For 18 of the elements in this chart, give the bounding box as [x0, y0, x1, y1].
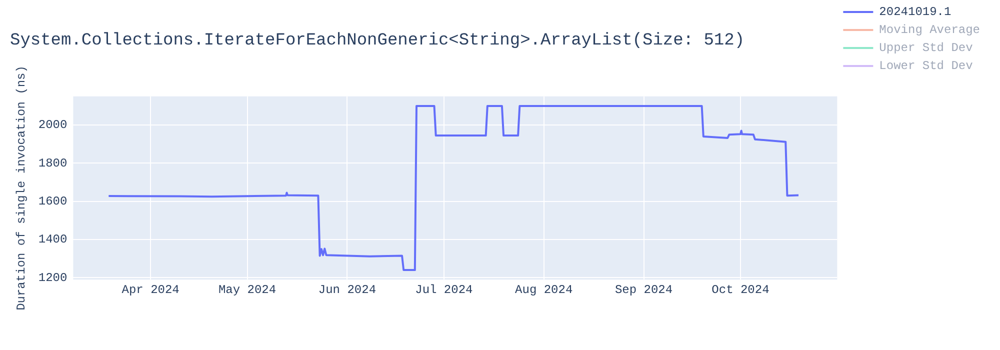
y-tick-label: 1400: [38, 232, 68, 247]
y-axis-title: Duration of single invocation (ns): [14, 66, 28, 310]
chart-title: System.Collections.IterateForEachNonGeneric<String>.ArrayList(Size: 512): [10, 32, 745, 51]
x-tick-label: Apr 2024: [122, 282, 180, 297]
x-tick-label: Oct 2024: [712, 282, 770, 297]
y-tick-label: 1800: [38, 156, 68, 170]
legend-label: Lower Std Dev: [879, 59, 973, 74]
y-tick-label: 1200: [38, 270, 68, 285]
x-tick-label: May 2024: [218, 282, 276, 297]
y-tick-label: 2000: [38, 118, 68, 132]
legend-label: Upper Std Dev: [879, 41, 973, 56]
y-tick-label: 1600: [38, 194, 68, 209]
x-tick-label: Jun 2024: [318, 282, 376, 297]
x-tick-label: Sep 2024: [614, 282, 673, 297]
legend-label: 20241019.1: [879, 5, 952, 20]
x-tick-label: Aug 2024: [515, 282, 573, 297]
legend-label: Moving Average: [879, 23, 980, 38]
x-tick-label: Jul 2024: [415, 282, 473, 297]
